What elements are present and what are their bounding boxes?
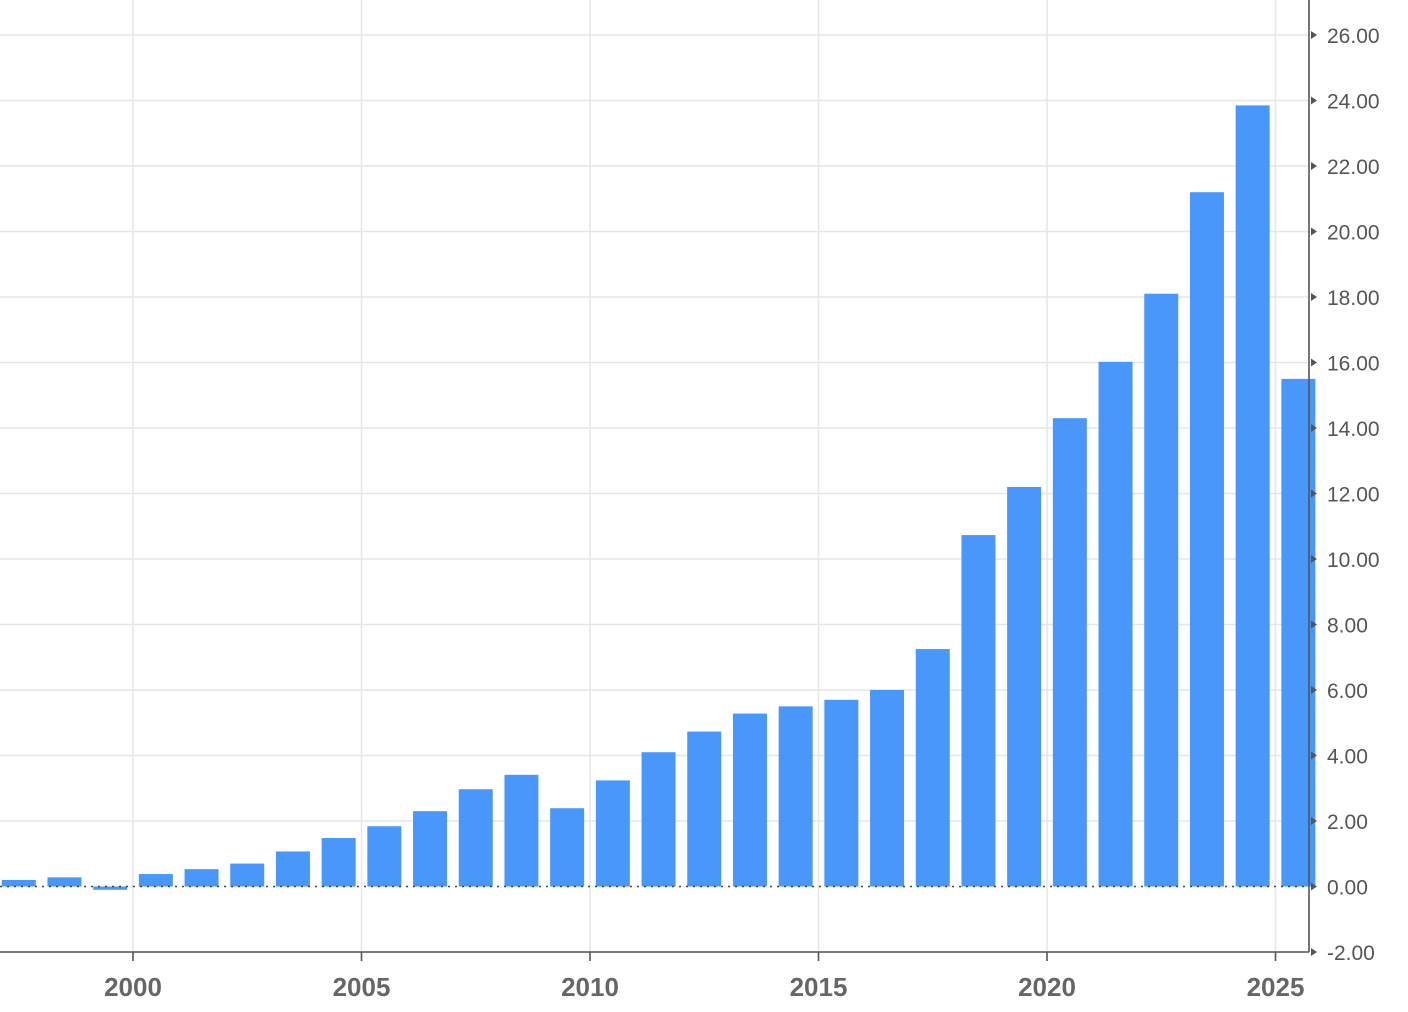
y-tick-label: 12.00 (1327, 484, 1380, 507)
bar-1998 (47, 877, 82, 887)
bar-2002 (230, 863, 265, 887)
bar-2010 (595, 780, 630, 887)
y-tick-label: 10.00 (1327, 549, 1380, 572)
bar-2025 (1281, 378, 1316, 887)
bar-2015 (824, 699, 859, 887)
bar-2006 (413, 811, 448, 887)
x-tick-label: 2010 (561, 972, 619, 1002)
bar-2014 (778, 706, 813, 887)
y-tick-mark (1311, 751, 1317, 760)
bar-2011 (641, 752, 676, 887)
y-tick-label: 14.00 (1327, 418, 1380, 441)
y-tick-label: -2.00 (1327, 942, 1375, 965)
y-tick-mark (1311, 555, 1317, 563)
bar-2022 (1144, 293, 1179, 887)
y-tick-label: 6.00 (1327, 680, 1368, 703)
bar-2008 (504, 774, 539, 887)
y-tick-label: 0.00 (1327, 877, 1368, 900)
bar-2003 (275, 851, 310, 887)
y-tick-mark (1311, 162, 1317, 170)
y-tick-mark (1311, 948, 1317, 956)
bar-1997 (1, 879, 36, 887)
bar-2000 (138, 874, 173, 887)
bar-2004 (321, 838, 356, 887)
bar-2001 (184, 869, 219, 887)
y-tick-label: 8.00 (1327, 615, 1368, 638)
y-tick-label: 26.00 (1327, 25, 1380, 48)
y-tick-label: 22.00 (1327, 156, 1380, 179)
y-tick-mark (1311, 293, 1317, 301)
y-tick-mark (1311, 686, 1317, 694)
bars (1, 105, 1316, 890)
y-tick-mark (1311, 489, 1317, 498)
x-tick-label: 2020 (1018, 972, 1076, 1002)
bar-2017 (915, 649, 950, 887)
y-tick-mark (1311, 817, 1317, 825)
axes (0, 0, 1317, 961)
y-tick-label: 24.00 (1327, 91, 1380, 114)
y-tick-mark (1311, 31, 1317, 39)
y-tick-label: 18.00 (1327, 287, 1380, 310)
bar-2009 (550, 808, 585, 887)
x-tick-label: 2025 (1247, 972, 1305, 1002)
bar-2007 (458, 789, 493, 887)
bar-1999 (93, 886, 128, 890)
x-tick-label: 2000 (104, 972, 162, 1002)
bar-2019 (1007, 486, 1042, 887)
y-tick-mark (1311, 227, 1317, 236)
bar-2024 (1235, 105, 1270, 887)
grid (0, 0, 1309, 953)
x-tick-label: 2005 (333, 972, 391, 1002)
bar-2021 (1098, 361, 1133, 887)
bar-2018 (961, 535, 996, 887)
bar-2016 (870, 690, 905, 887)
x-tick-label: 2015 (790, 972, 848, 1002)
y-tick-label: 16.00 (1327, 353, 1380, 376)
y-tick-mark (1311, 424, 1317, 432)
y-tick-label: 4.00 (1327, 746, 1368, 769)
tick-labels: -2.00 0.00 2.00 4.00 6.00 8.00 10.00 12.00 14.00… (104, 25, 1379, 1002)
y-tick-mark (1311, 882, 1317, 891)
y-tick-label: 2.00 (1327, 811, 1368, 834)
y-tick-mark (1311, 358, 1317, 367)
y-tick-mark (1311, 620, 1317, 629)
bar-2020 (1052, 418, 1087, 887)
y-tick-mark (1311, 96, 1317, 105)
bar-2005 (367, 826, 402, 887)
bar-2023 (1189, 192, 1224, 887)
bar-2013 (732, 713, 767, 887)
y-tick-label: 20.00 (1327, 222, 1380, 245)
bar-2012 (687, 731, 722, 887)
